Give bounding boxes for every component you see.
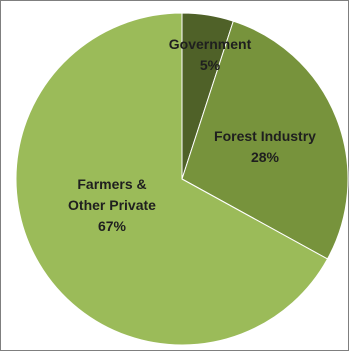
pie-slice-2 (15, 12, 329, 346)
slice-label-line: Other Private (68, 197, 156, 213)
slice-label-line: Forest Industry (214, 128, 316, 144)
slice-label-1: Forest Industry 28% (214, 128, 316, 165)
slice-label-line: Farmers & (77, 176, 146, 192)
slice-label-line: 28% (251, 149, 280, 165)
slice-label-2: Farmers & Other Private 67% (68, 176, 156, 234)
pie-slice-1 (181, 20, 349, 260)
slice-label-0: Government 5% (169, 36, 252, 73)
slice-label-line: 67% (98, 218, 127, 234)
slice-label-line: 5% (200, 57, 221, 73)
slice-label-line: Government (169, 36, 252, 52)
